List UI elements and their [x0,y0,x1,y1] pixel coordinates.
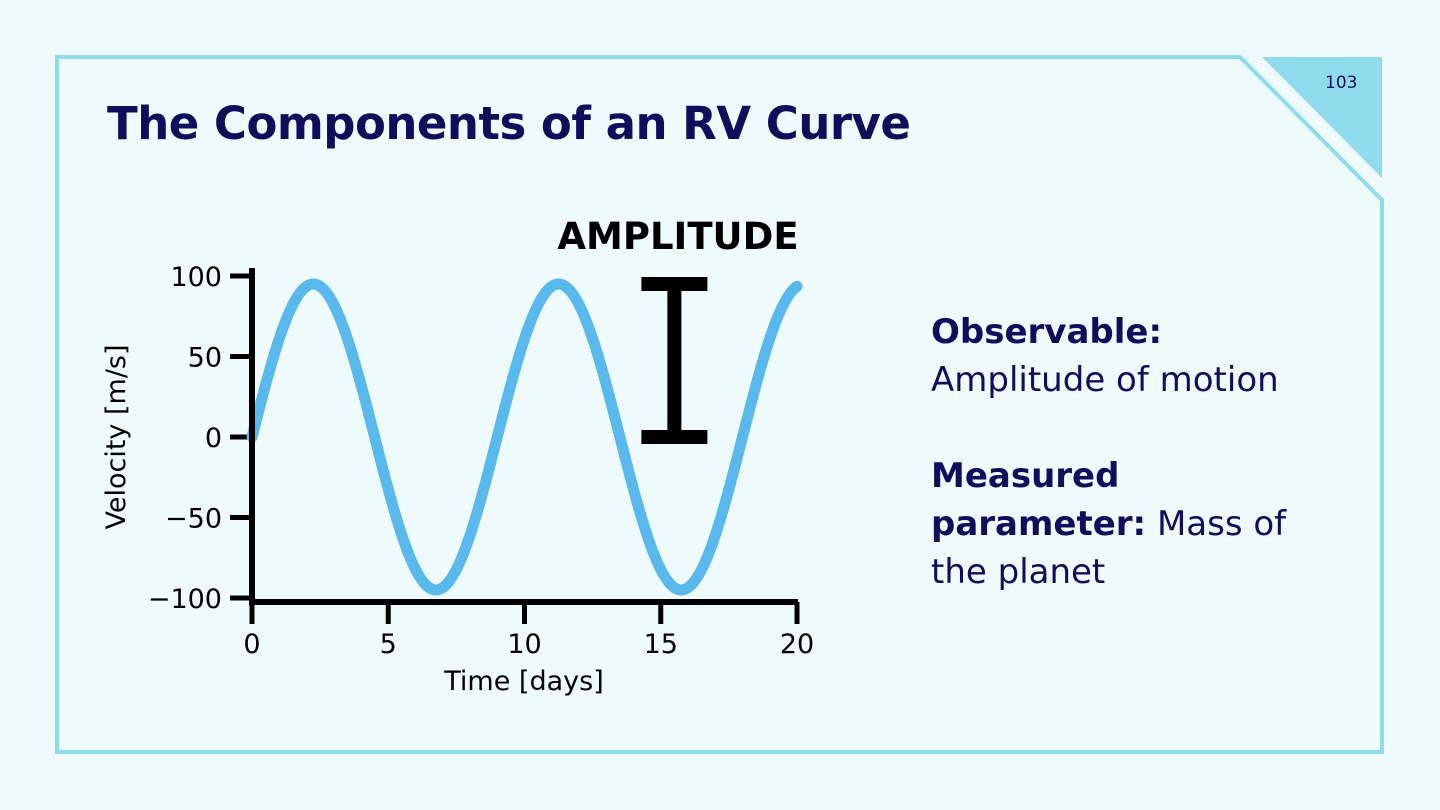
y-tick-label: −50 [165,504,222,535]
x-tick-label: 10 [507,629,541,660]
axis-ticks: 100 50 0 −50 −100 0 5 10 15 20 [148,262,814,660]
x-tick-label: 0 [243,629,260,660]
amplitude-bracket [641,277,708,444]
x-tick-label: 15 [644,629,678,660]
observable-value: Amplitude of motion [931,360,1279,400]
rv-curve [246,278,803,596]
measured-parameter: Measured parameter: Mass of the planet [931,452,1291,596]
x-tick-label: 20 [780,629,814,660]
x-tick-label: 5 [380,629,397,660]
y-axis-label: Velocity [m/s] [101,344,132,529]
observable-label: Observable: [931,312,1163,352]
y-tick-label: 100 [170,262,222,293]
x-axis-label: Time [days] [443,666,603,697]
info-panel: Observable: Amplitude of motion Measured… [931,308,1291,596]
amplitude-label: AMPLITUDE [557,215,798,258]
measured-parameter-value: Mass of the planet [931,504,1287,592]
y-tick-label: 50 [188,343,222,374]
slide-border [55,55,1384,754]
measured-parameter-label: Measured parameter: [931,456,1147,544]
corner-fold [1262,57,1382,178]
y-tick-label: −100 [148,584,222,615]
y-tick-label: 0 [205,423,222,454]
slide-title: The Components of an RV Curve [107,97,911,150]
page-number: 103 [1325,73,1358,93]
